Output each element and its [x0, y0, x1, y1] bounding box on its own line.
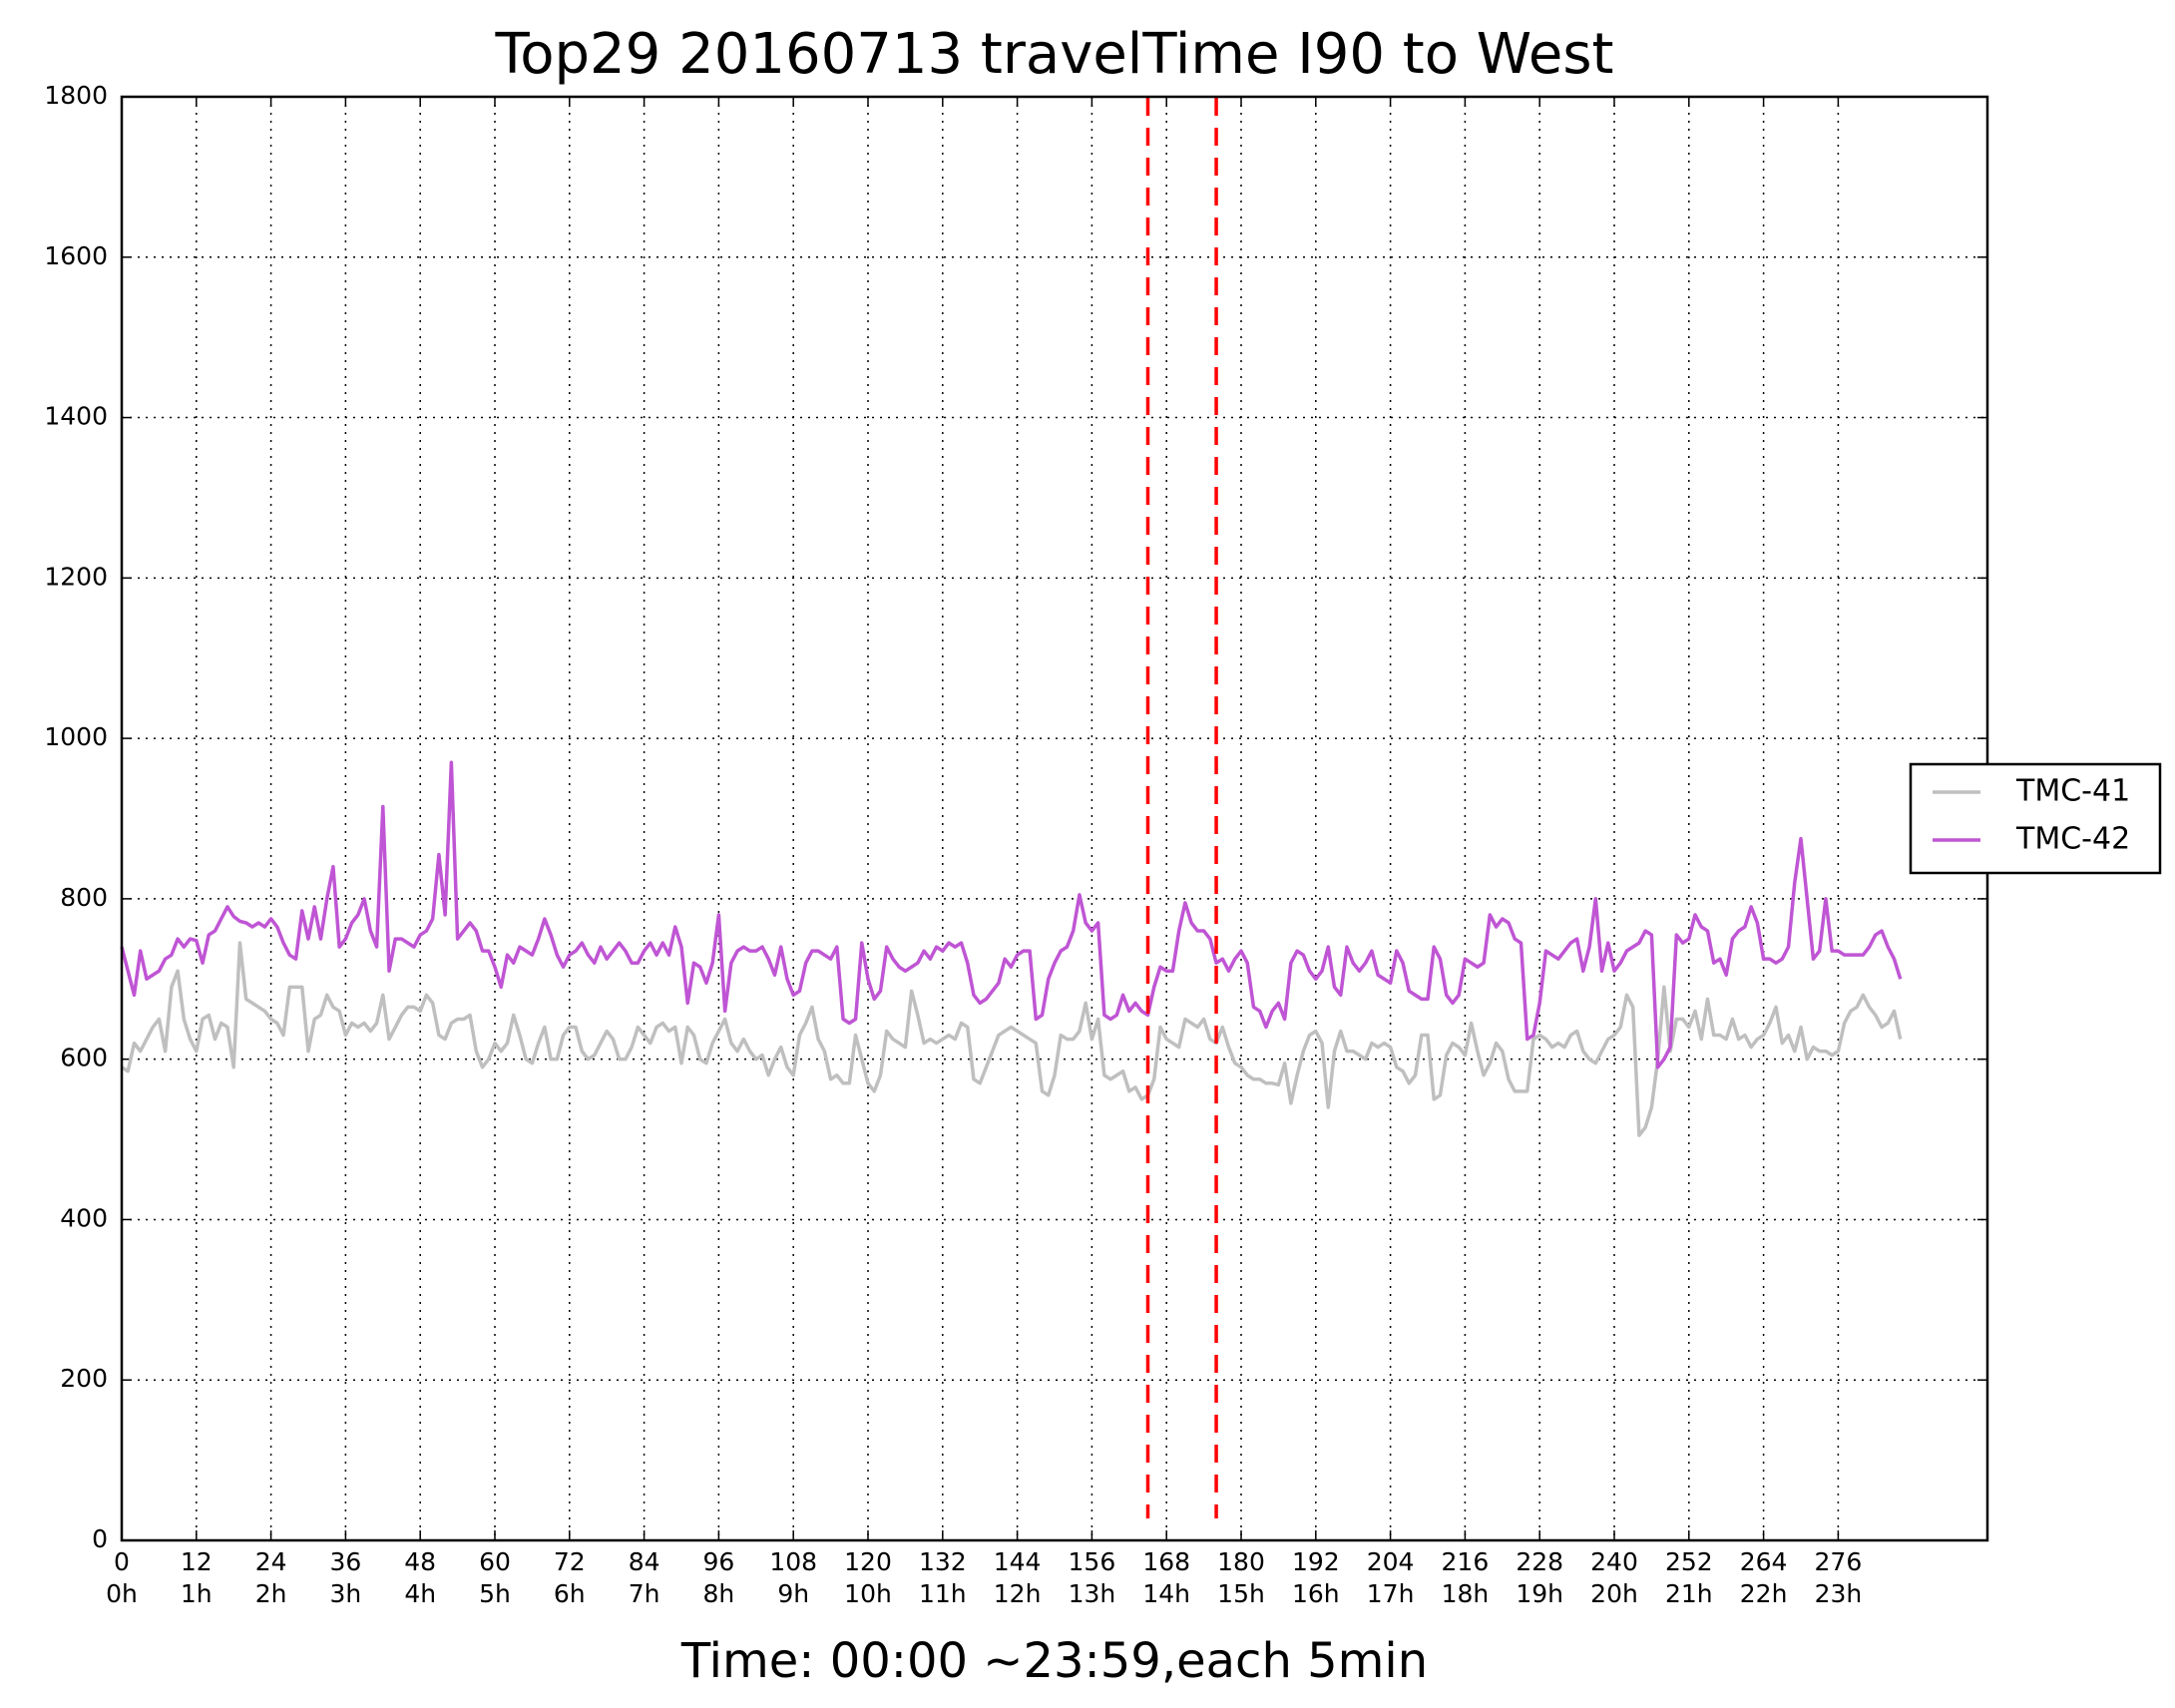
y-tick-label: 1000	[44, 722, 108, 751]
x-tick-label: 0 0h	[106, 1547, 138, 1608]
x-tick-label: 24 2h	[255, 1547, 287, 1608]
x-tick-label: 204 17h	[1367, 1547, 1415, 1608]
legend-label: TMC-42	[2015, 822, 2130, 857]
y-tick-label: 0	[92, 1524, 108, 1553]
x-tick-label: 180 15h	[1217, 1547, 1265, 1608]
y-tick-label: 1800	[44, 81, 108, 110]
x-tick-label: 120 10h	[844, 1547, 892, 1608]
x-tick-label: 192 16h	[1292, 1547, 1340, 1608]
chart-title: Top29 20160713 travelTime I90 to West	[495, 22, 1614, 87]
x-tick-label: 96 8h	[702, 1547, 734, 1608]
y-tick-label: 1400	[44, 402, 108, 431]
series-line	[121, 941, 1903, 1137]
y-tick-label: 400	[60, 1203, 108, 1232]
x-tick-label: 228 19h	[1516, 1547, 1563, 1608]
series-line	[120, 760, 1903, 1069]
x-tick-label: 108 9h	[769, 1547, 817, 1608]
x-tick-label: 36 3h	[329, 1547, 361, 1608]
y-tick-label: 600	[60, 1044, 108, 1072]
x-tick-label: 264 22h	[1740, 1547, 1788, 1608]
plot-frame	[120, 95, 1989, 1542]
legend-box	[1909, 762, 2162, 875]
x-tick-label: 216 18h	[1442, 1547, 1490, 1608]
x-tick-label: 60 5h	[479, 1547, 511, 1608]
y-tick-label: 800	[60, 883, 108, 912]
x-tick-label: 48 4h	[404, 1547, 436, 1608]
y-tick-label: 200	[60, 1364, 108, 1393]
x-tick-label: 84 7h	[629, 1547, 660, 1608]
y-tick-label: 1200	[44, 562, 108, 591]
x-tick-label: 132 11h	[919, 1547, 967, 1608]
y-tick-label: 1600	[44, 241, 108, 270]
x-tick-label: 144 12h	[994, 1547, 1042, 1608]
x-tick-label: 276 23h	[1815, 1547, 1863, 1608]
x-tick-label: 12 1h	[181, 1547, 213, 1608]
x-tick-label: 240 20h	[1590, 1547, 1638, 1608]
legend-label: TMC-41	[2015, 774, 2130, 809]
x-tick-label: 156 13h	[1069, 1547, 1116, 1608]
x-tick-label: 72 6h	[554, 1547, 586, 1608]
x-axis-label: Time: 00:00 ~23:59,each 5min	[680, 1633, 1428, 1689]
x-tick-label: 252 21h	[1665, 1547, 1713, 1608]
x-tick-label: 168 14h	[1142, 1547, 1190, 1608]
